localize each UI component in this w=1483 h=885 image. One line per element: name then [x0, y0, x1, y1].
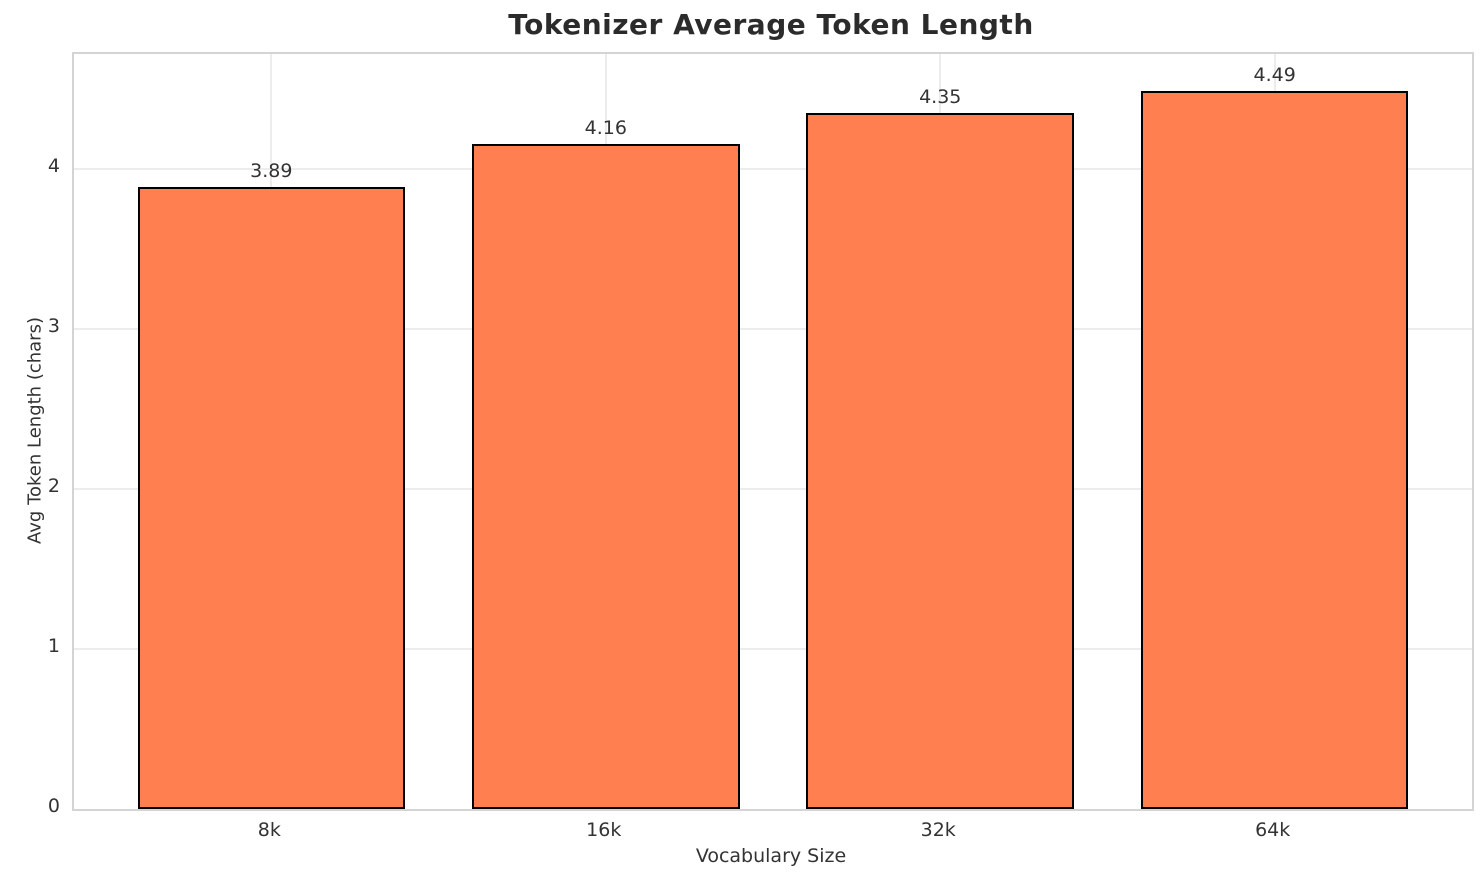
- y-tick-label: 0: [47, 795, 60, 817]
- bar-value-label: 4.16: [584, 116, 627, 139]
- x-axis-label: Vocabulary Size: [695, 845, 847, 867]
- bar-value-label: 4.35: [919, 86, 962, 109]
- bar-32k: [806, 113, 1074, 809]
- chart-title: Tokenizer Average Token Length: [508, 8, 1034, 41]
- y-tick-label: 4: [47, 155, 60, 178]
- plot-area: 3.89 4.16 4.35 4.49: [72, 52, 1474, 811]
- bar-8k: [137, 186, 406, 809]
- gridline-horizontal: [74, 648, 1472, 651]
- bar-value-label: 3.89: [250, 159, 293, 182]
- gridline-horizontal: [74, 328, 1472, 331]
- bar-16k: [471, 143, 740, 809]
- x-tick-label: 16k: [586, 819, 622, 841]
- y-axis-label: Avg Token Length (chars): [24, 317, 46, 544]
- y-tick-label: 1: [47, 635, 60, 658]
- y-tick-label: 2: [47, 475, 60, 498]
- bar-64k: [1140, 90, 1409, 809]
- y-tick-label: 3: [47, 315, 60, 338]
- bar-value-label: 4.49: [1253, 63, 1296, 86]
- gridline-horizontal: [74, 488, 1472, 491]
- x-tick-label: 32k: [920, 819, 956, 841]
- x-tick-label: 64k: [1255, 819, 1291, 841]
- x-tick-label: 8k: [257, 819, 281, 841]
- gridline-horizontal: [74, 168, 1472, 171]
